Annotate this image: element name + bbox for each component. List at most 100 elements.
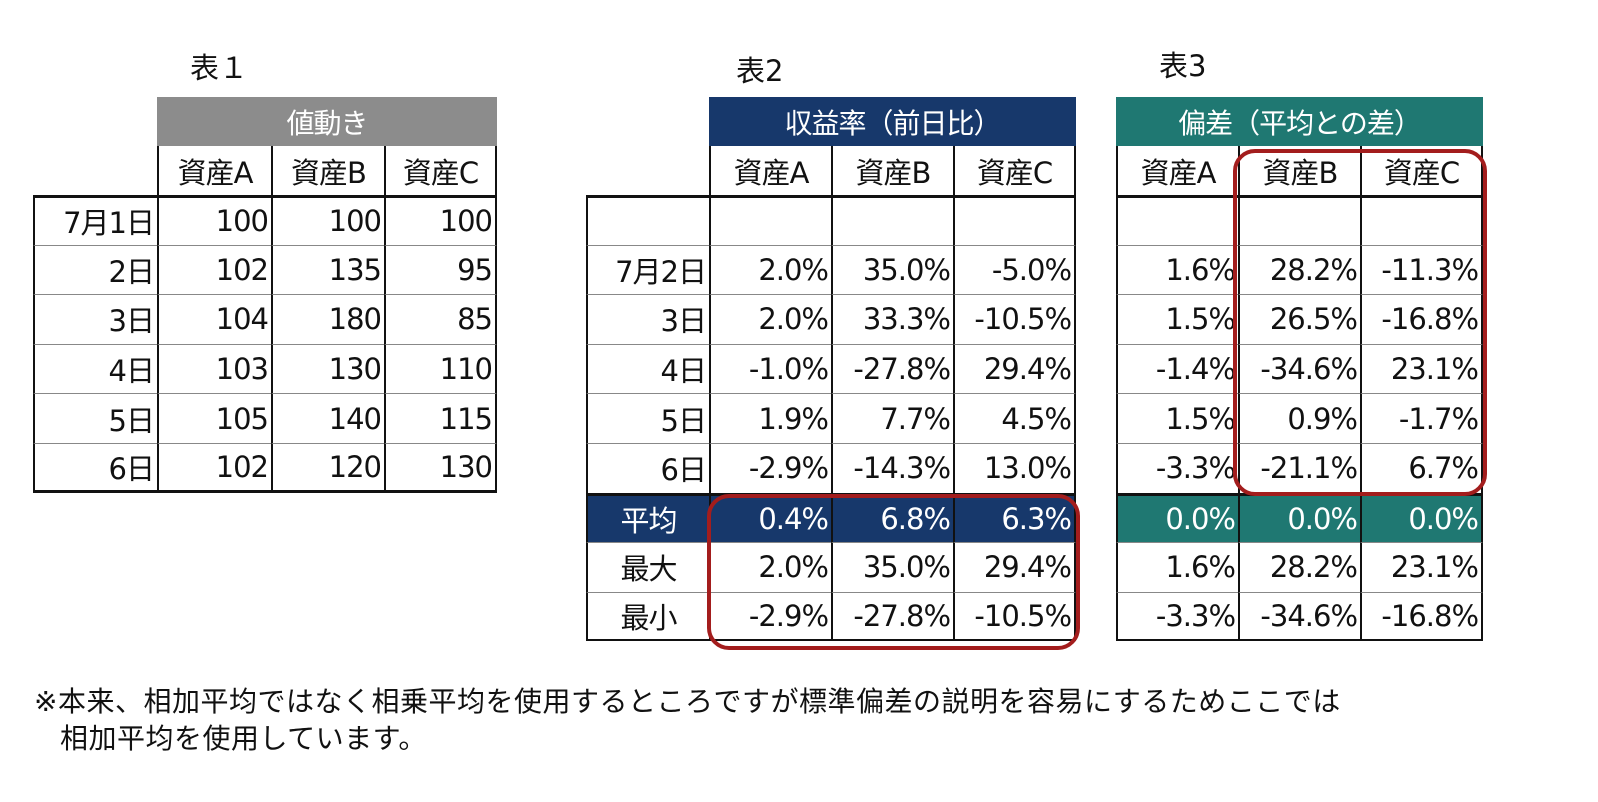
table1-row-label: 4日 (33, 343, 157, 394)
table2-stat-label: 平均 (586, 492, 709, 543)
table2-stat-label: 最小 (586, 591, 709, 642)
table3-stat-cell: 23.1% (1360, 542, 1483, 592)
table2-cell: 1.9% (709, 393, 831, 443)
table3-cell: 1.5% (1116, 393, 1238, 443)
table1-cell: 95 (384, 244, 497, 295)
table2-stat-cell: 0.4% (709, 492, 831, 543)
footnote: ※本来、相加平均ではなく相乗平均を使用するところですが標準偏差の説明を容易にする… (34, 683, 1341, 757)
table2-stat-cell: 2.0% (709, 542, 831, 592)
table2-col-header: 資産A (709, 146, 831, 195)
table3-group-header: 偏差（平均との差） (1116, 97, 1483, 146)
table2-stat-cell: -27.8% (831, 591, 953, 642)
table3-cell: 1.5% (1116, 294, 1238, 344)
table1-group-header: 値動き (157, 97, 497, 146)
table2-row-label: 5日 (586, 393, 709, 443)
table2-stat-cell: 6.8% (831, 492, 953, 543)
table1-col-header: 資産C (384, 146, 497, 195)
table2-cell: 2.0% (709, 294, 831, 344)
table3-cell: 26.5% (1238, 294, 1360, 344)
table3-cell: 6.7% (1360, 442, 1483, 493)
table3-cell: -3.3% (1116, 442, 1238, 493)
table1-cell: 105 (157, 393, 271, 443)
table2-stat-cell: -10.5% (953, 591, 1076, 642)
table3-cell: -11.3% (1360, 244, 1483, 295)
table1-cell: 102 (157, 244, 271, 295)
table1: 資産A 資産B 資産C 7月1日 100 100 100 2日 102 135 95 3日 104 180… (33, 146, 497, 493)
table3-caption: 表3 (1159, 49, 1207, 83)
table3-cell: 23.1% (1360, 343, 1483, 394)
table3-stat-cell: -3.3% (1116, 591, 1238, 642)
table3-cell: 28.2% (1238, 244, 1360, 295)
table2-cell: 4.5% (953, 393, 1076, 443)
table3-stat-cell: 0.0% (1238, 492, 1360, 543)
table3-stat-cell: 0.0% (1360, 492, 1483, 543)
table3-stat-cell: -34.6% (1238, 591, 1360, 642)
table1-row-label: 6日 (33, 442, 157, 493)
table1-row-label: 7月1日 (33, 195, 157, 245)
table2-cell (831, 195, 953, 245)
table2-row-label: 3日 (586, 294, 709, 344)
table2-col-header: 資産B (831, 146, 953, 195)
table2-cell (953, 195, 1076, 245)
table3-col-header: 資産C (1360, 146, 1483, 195)
table2-cell (709, 195, 831, 245)
table2-col-header: 資産C (953, 146, 1076, 195)
table3-stat-cell: 28.2% (1238, 542, 1360, 592)
table3-cell: -16.8% (1360, 294, 1483, 344)
table1-cell: 130 (271, 343, 384, 394)
table1-cell: 135 (271, 244, 384, 295)
footnote-line2: 相加平均を使用しています。 (60, 722, 427, 755)
table1-cell: 104 (157, 294, 271, 344)
table3-stat-cell: -16.8% (1360, 591, 1483, 642)
table1-cell: 102 (157, 442, 271, 493)
table2-row-label (586, 195, 709, 245)
footnote-line1: ※本来、相加平均ではなく相乗平均を使用するところですが標準偏差の説明を容易にする… (34, 685, 1341, 718)
table2-cell: -1.0% (709, 343, 831, 394)
table3-cell: -21.1% (1238, 442, 1360, 493)
table1-cell: 85 (384, 294, 497, 344)
table1-cell: 130 (384, 442, 497, 493)
table2-stat-cell: 6.3% (953, 492, 1076, 543)
table3-cell: -34.6% (1238, 343, 1360, 394)
table2-row-label: 7月2日 (586, 244, 709, 295)
table3-cell: -1.4% (1116, 343, 1238, 394)
table1-cell: 100 (271, 195, 384, 245)
table1-cell: 100 (157, 195, 271, 245)
table2-stat-label: 最大 (586, 542, 709, 592)
table3-cell: -1.7% (1360, 393, 1483, 443)
table1-cell: 100 (384, 195, 497, 245)
table1-col-header: 資産B (271, 146, 384, 195)
table2-cell: 35.0% (831, 244, 953, 295)
table3-cell (1116, 195, 1238, 245)
table1-cell: 120 (271, 442, 384, 493)
table3-cell (1360, 195, 1483, 245)
table2-stat-cell: 29.4% (953, 542, 1076, 592)
table2-group-header: 収益率（前日比） (709, 97, 1076, 146)
table1-caption: 表１ (190, 51, 249, 85)
table2: 資産A 資産B 資産C 7月2日 2.0% 35.0% -5.0% 3日 2.0% 33.3% -1… (586, 146, 1076, 642)
table2-cell: 33.3% (831, 294, 953, 344)
table2-cell: -14.3% (831, 442, 953, 493)
table3-stat-cell: 1.6% (1116, 542, 1238, 592)
table2-cell: 7.7% (831, 393, 953, 443)
table3-cell (1238, 195, 1360, 245)
table1-row-label: 2日 (33, 244, 157, 295)
table1-cell: 140 (271, 393, 384, 443)
table1-cell: 110 (384, 343, 497, 394)
table2-cell: -10.5% (953, 294, 1076, 344)
table2-stat-cell: -2.9% (709, 591, 831, 642)
table2-cell: -2.9% (709, 442, 831, 493)
table2-stat-cell: 35.0% (831, 542, 953, 592)
table3: 資産A 資産B 資産C 1.6% 28.2% -11.3% 1.5% 26.5% -16.8% -… (1116, 146, 1483, 642)
table3-cell: 0.9% (1238, 393, 1360, 443)
table2-caption: 表2 (736, 54, 784, 88)
table1-cell: 180 (271, 294, 384, 344)
table2-cell: -27.8% (831, 343, 953, 394)
table1-cell: 115 (384, 393, 497, 443)
table2-cell: 13.0% (953, 442, 1076, 493)
table2-cell: 29.4% (953, 343, 1076, 394)
table3-stat-cell: 0.0% (1116, 492, 1238, 543)
table1-row-label: 5日 (33, 393, 157, 443)
table2-cell: -5.0% (953, 244, 1076, 295)
table2-cell: 2.0% (709, 244, 831, 295)
